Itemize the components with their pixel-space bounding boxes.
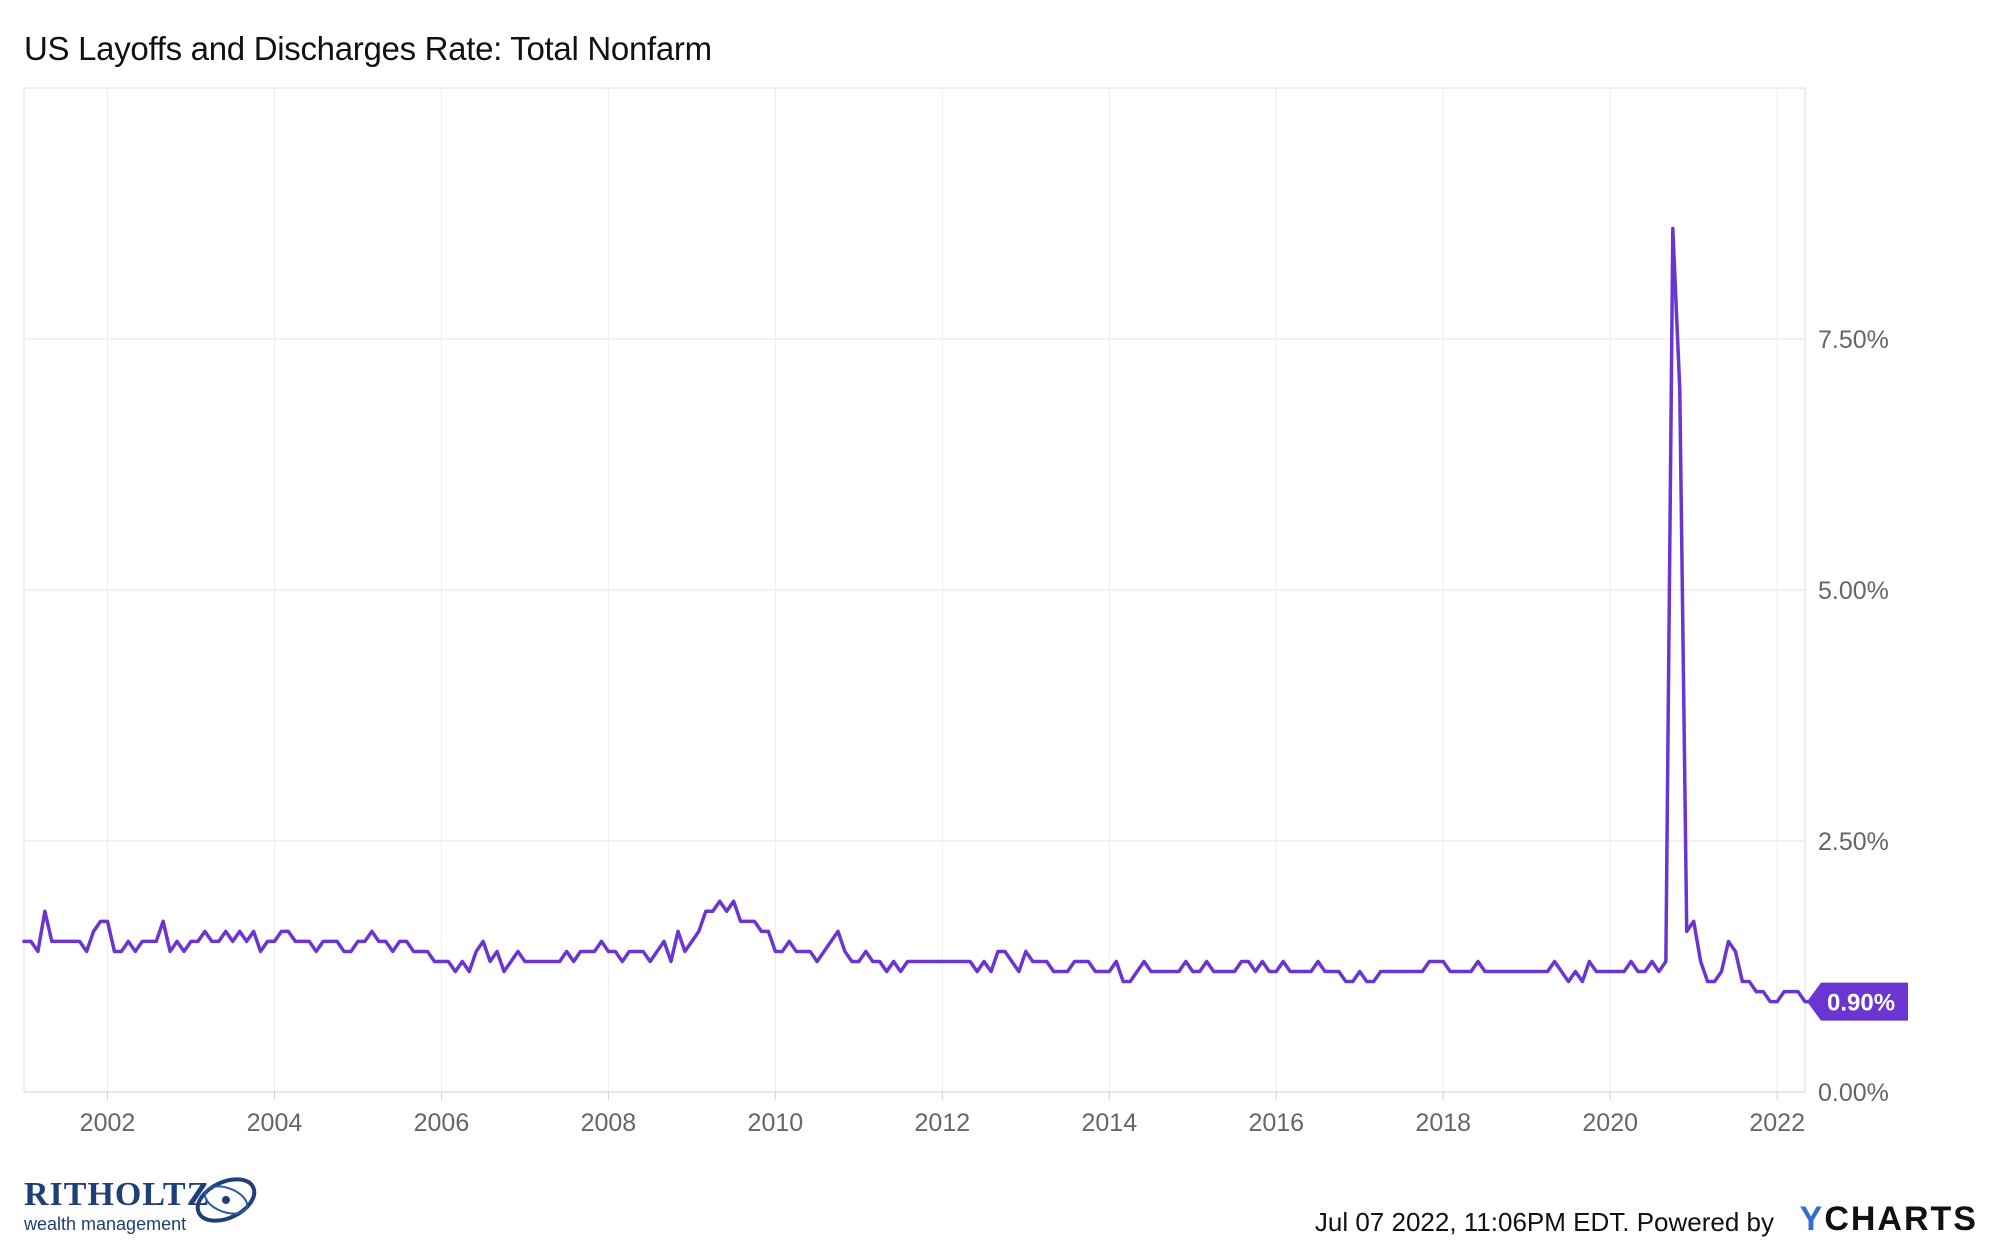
x-tick-label: 2022	[1749, 1109, 1805, 1137]
chart-title: US Layoffs and Discharges Rate: Total No…	[24, 30, 712, 67]
y-gridlines	[24, 338, 1805, 842]
ritholtz-logo: RITHOLTZ wealth management	[24, 1176, 257, 1235]
y-tick-label: 0.00%	[1818, 1079, 1889, 1107]
last-value-flag-shape	[1807, 982, 1908, 1021]
x-tick-label: 2002	[80, 1109, 136, 1137]
y-tick-label: 5.00%	[1818, 577, 1889, 605]
x-tick-label: 2012	[915, 1109, 971, 1137]
x-tick-label: 2020	[1582, 1109, 1638, 1137]
x-gridlines	[106, 88, 1778, 1092]
x-tick-label: 2008	[581, 1109, 637, 1137]
x-axis-ticks: 2002 2004 2006 2008 2010 2012 2014 2016 2018 2020…	[80, 1092, 1805, 1137]
x-tick-label: 2018	[1415, 1109, 1471, 1137]
x-tick-label: 2014	[1081, 1109, 1137, 1137]
x-tick-label: 2010	[748, 1109, 804, 1137]
ritholtz-logo-subtitle: wealth management	[24, 1214, 187, 1234]
y-axis-ticks: 0.00% 2.50% 5.00% 7.50%	[1818, 326, 1889, 1107]
last-value-flag: 0.90%	[1807, 982, 1908, 1021]
y-tick-label: 7.50%	[1818, 326, 1889, 354]
footer-timestamp: Jul 07 2022, 11:06PM EDT. Powered by	[1314, 1207, 1774, 1237]
x-tick-label: 2006	[414, 1109, 470, 1137]
x-tick-label: 2004	[247, 1109, 303, 1137]
series-line-layoffs-rate	[22, 226, 1863, 1014]
y-tick-label: 2.50%	[1818, 828, 1889, 856]
x-tick-label: 2016	[1248, 1109, 1304, 1137]
last-value-label: 0.90%	[1827, 990, 1895, 1017]
ritholtz-emblem-icon	[195, 1177, 257, 1223]
ycharts-logo[interactable]: YCHARTS	[1800, 1200, 1978, 1239]
ycharts-logo-text: CHARTS	[1824, 1200, 1978, 1238]
ritholtz-logo-name: RITHOLTZ	[24, 1176, 211, 1213]
ycharts-logo-y: Y	[1799, 1200, 1825, 1238]
